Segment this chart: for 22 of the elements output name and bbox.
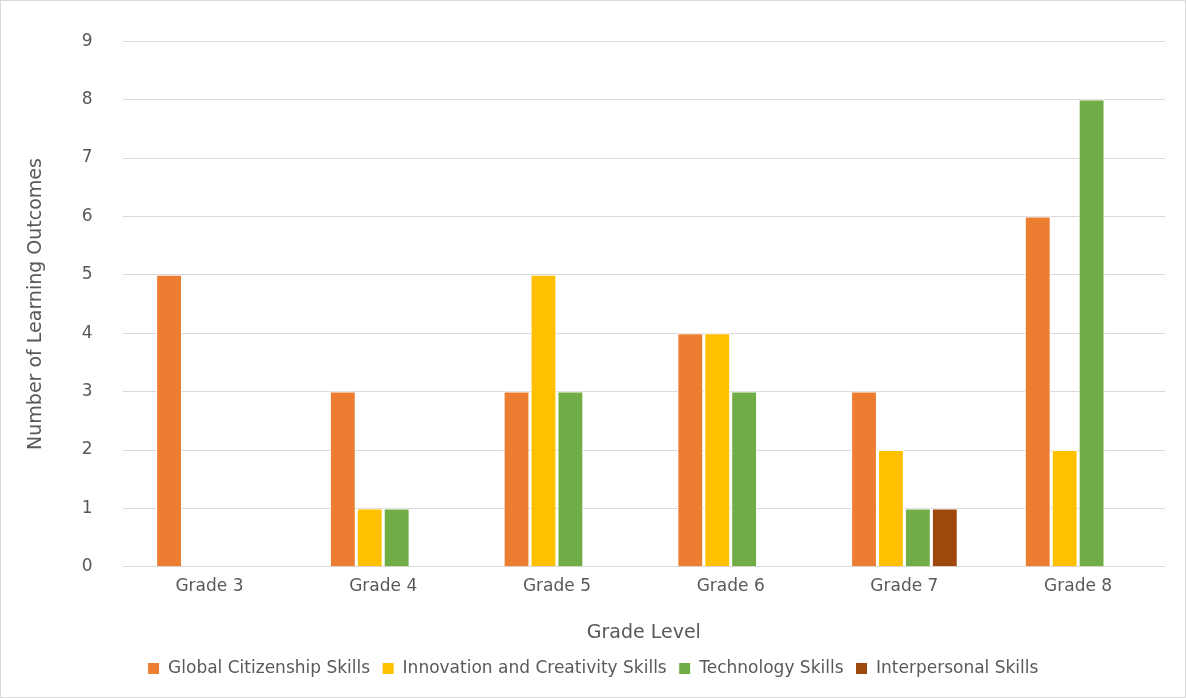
legend-label: Global Citizenship Skills — [168, 656, 371, 677]
y-tick-label: 5 — [81, 263, 93, 284]
x-tick-label: Grade 7 — [870, 575, 939, 596]
y-tick-label: 2 — [81, 438, 93, 459]
y-tick-label: 7 — [81, 146, 93, 167]
y-tick-label: 3 — [81, 380, 93, 401]
y-tick-label: 1 — [81, 496, 93, 517]
y-tick-label: 0 — [81, 555, 93, 576]
y-tick-label: 8 — [81, 88, 93, 109]
x-tick-label: Grade 3 — [175, 575, 244, 596]
y-axis-title: Number of Learning Outcomes — [23, 158, 46, 450]
y-tick-label: 9 — [81, 29, 93, 50]
legend-label: Technology Skills — [698, 656, 844, 677]
y-tick-label: 6 — [81, 204, 93, 225]
x-tick-label: Grade 6 — [696, 575, 765, 596]
x-tick-label: Grade 8 — [1044, 575, 1113, 596]
y-tick-label: 4 — [81, 321, 93, 342]
legend-label: Innovation and Creativity Skills — [402, 656, 667, 677]
x-tick-label: Grade 4 — [349, 575, 418, 596]
x-tick-label: Grade 5 — [522, 575, 591, 596]
legend-label: Interpersonal Skills — [876, 656, 1039, 677]
x-axis-title: Grade Level — [586, 619, 701, 642]
